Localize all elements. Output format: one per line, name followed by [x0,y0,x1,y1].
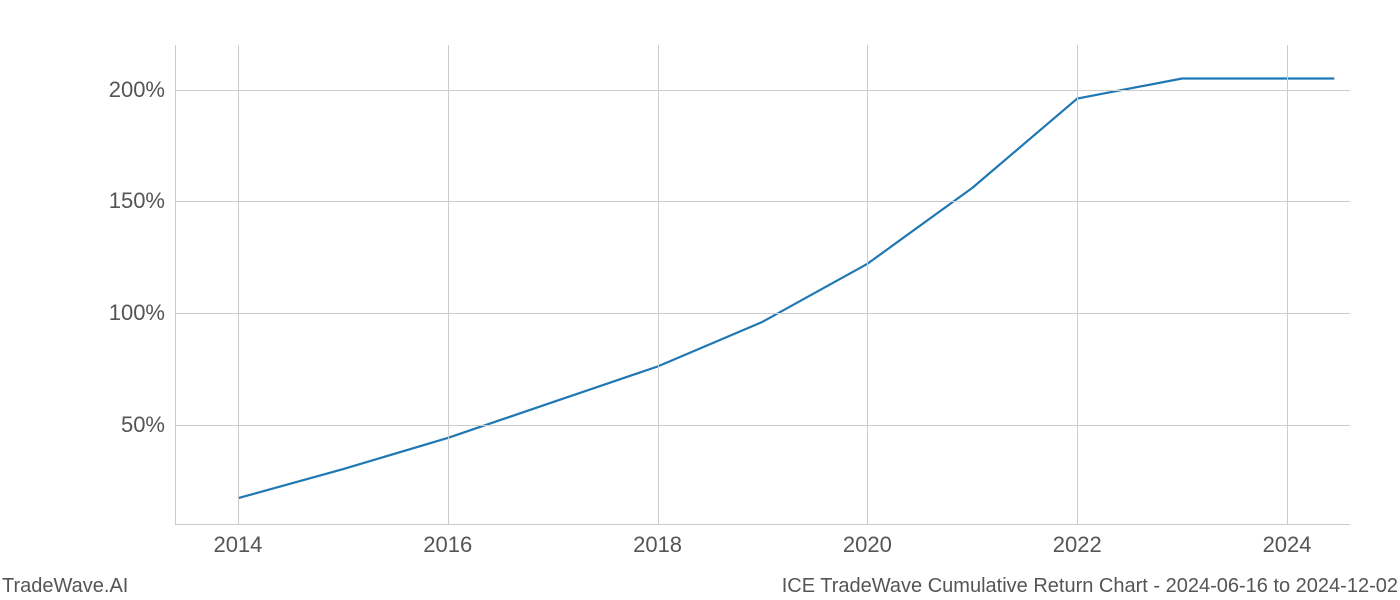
gridline-vertical [1287,45,1288,525]
gridline-horizontal [175,90,1350,91]
gridline-vertical [238,45,239,525]
footer-brand: TradeWave.AI [2,575,128,598]
y-tick-label: 200% [95,77,165,103]
gridline-vertical [658,45,659,525]
chart-svg [175,45,1350,525]
gridline-vertical [1077,45,1078,525]
x-tick-label: 2016 [423,532,472,558]
x-tick-label: 2020 [843,532,892,558]
y-tick-label: 150% [95,188,165,214]
x-tick-label: 2018 [633,532,682,558]
gridline-horizontal [175,425,1350,426]
x-tick-label: 2022 [1053,532,1102,558]
chart-plot-area [175,45,1350,525]
series-line-cumulative-return [238,78,1334,498]
footer-caption: ICE TradeWave Cumulative Return Chart - … [782,575,1398,598]
x-tick-label: 2024 [1263,532,1312,558]
gridline-vertical [448,45,449,525]
gridline-horizontal [175,313,1350,314]
gridline-horizontal [175,201,1350,202]
y-tick-label: 50% [95,412,165,438]
y-tick-label: 100% [95,300,165,326]
x-tick-label: 2014 [213,532,262,558]
gridline-vertical [867,45,868,525]
